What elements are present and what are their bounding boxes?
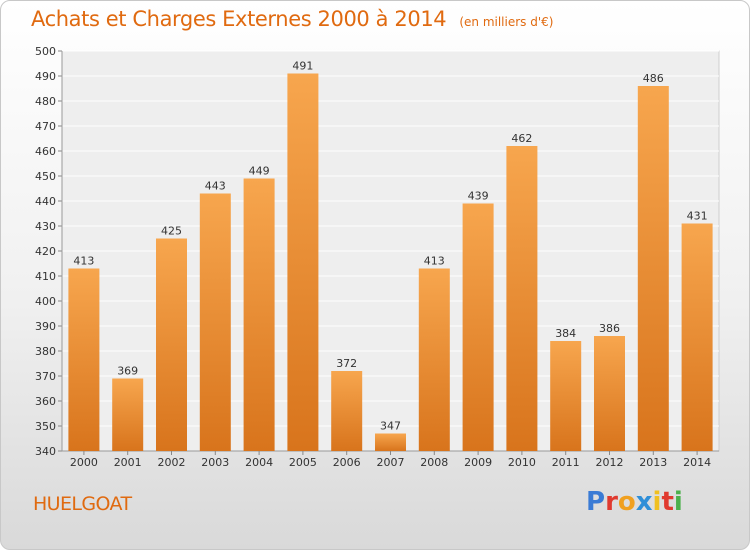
bar-value-label: 486 — [643, 72, 664, 85]
x-tick-label: 2012 — [596, 456, 624, 469]
y-tick-label: 440 — [35, 195, 56, 208]
y-tick-label: 370 — [35, 370, 56, 383]
bar — [594, 336, 625, 451]
y-tick-label: 350 — [35, 420, 56, 433]
y-tick-label: 470 — [35, 120, 56, 133]
x-tick-label: 2009 — [464, 456, 492, 469]
bar — [112, 378, 144, 451]
chart-title-row: Achats et Charges Externes 2000 à 2014 (… — [31, 7, 553, 31]
bar-value-label: 491 — [292, 60, 313, 73]
x-tick-label: 2002 — [158, 456, 186, 469]
x-tick-label: 2000 — [70, 456, 98, 469]
y-tick-label: 400 — [35, 295, 56, 308]
proxiti-logo: Proxiti — [586, 487, 683, 517]
y-tick-label: 360 — [35, 395, 56, 408]
bar-value-label: 384 — [555, 327, 576, 340]
bar-value-label: 425 — [161, 225, 182, 238]
bar — [199, 193, 231, 451]
y-tick-label: 490 — [35, 70, 56, 83]
bar — [681, 223, 713, 451]
y-tick-label: 460 — [35, 145, 56, 158]
bar-value-label: 443 — [205, 180, 226, 193]
bar — [243, 178, 275, 451]
y-tick-label: 480 — [35, 95, 56, 108]
bar-value-label: 369 — [117, 365, 138, 378]
y-tick-label: 380 — [35, 345, 56, 358]
x-tick-label: 2006 — [333, 456, 361, 469]
x-tick-label: 2007 — [377, 456, 405, 469]
x-tick-label: 2010 — [508, 456, 536, 469]
logo-letter: x — [635, 487, 653, 517]
bar-value-label: 431 — [687, 210, 708, 223]
logo-letter: t — [661, 487, 674, 517]
y-tick-label: 450 — [35, 170, 56, 183]
bar — [331, 371, 363, 451]
x-tick-label: 2003 — [201, 456, 229, 469]
bar — [68, 268, 100, 451]
bar — [287, 73, 319, 451]
bar — [462, 203, 494, 451]
chart-subtitle: (en milliers d'€) — [459, 15, 554, 29]
x-tick-label: 2013 — [639, 456, 667, 469]
bar-value-label: 347 — [380, 420, 401, 433]
bar — [550, 341, 582, 451]
logo-letter: P — [586, 487, 606, 517]
logo-letter: i — [652, 487, 662, 517]
y-tick-label: 340 — [35, 445, 56, 458]
chart-title: Achats et Charges Externes 2000 à 2014 — [31, 7, 447, 31]
bar-value-label: 386 — [599, 322, 620, 335]
bar — [637, 86, 669, 451]
bar-value-label: 413 — [424, 255, 445, 268]
bar — [156, 238, 187, 451]
y-tick-label: 430 — [35, 220, 56, 233]
bar-value-label: 372 — [336, 357, 357, 370]
bar-value-label: 413 — [73, 255, 94, 268]
logo-letter: r — [605, 487, 618, 517]
bar — [418, 268, 450, 451]
y-tick-label: 420 — [35, 245, 56, 258]
x-tick-label: 2014 — [683, 456, 711, 469]
x-tick-label: 2011 — [552, 456, 580, 469]
bar-value-label: 449 — [249, 165, 270, 178]
bar-value-label: 439 — [468, 190, 489, 203]
logo-letter: i — [673, 487, 683, 517]
y-tick-label: 390 — [35, 320, 56, 333]
y-tick-label: 500 — [35, 45, 56, 58]
bar-value-label: 462 — [511, 132, 532, 145]
x-tick-label: 2004 — [245, 456, 273, 469]
bar — [375, 433, 406, 451]
y-tick-label: 410 — [35, 270, 56, 283]
bar — [506, 146, 538, 451]
x-tick-label: 2005 — [289, 456, 317, 469]
commune-name: HUELGOAT — [33, 493, 132, 515]
logo-letter: o — [617, 487, 636, 517]
x-tick-label: 2008 — [420, 456, 448, 469]
x-tick-label: 2001 — [114, 456, 142, 469]
